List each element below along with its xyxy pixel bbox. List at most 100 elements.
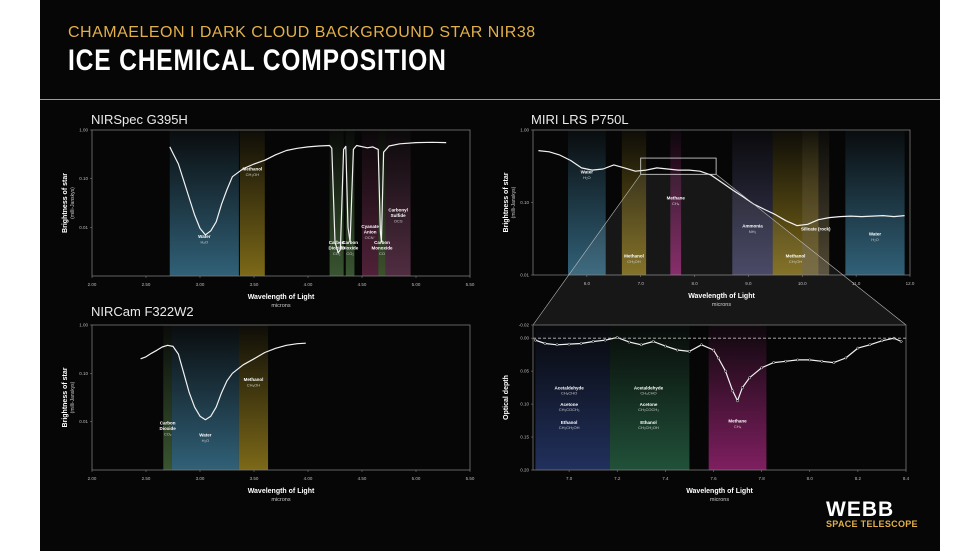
nircam-xtick-label: 2.50 — [142, 476, 151, 481]
zoom-connector-right — [715, 174, 907, 326]
nircam-band-label-1: Water — [199, 433, 212, 438]
optical-data-point — [772, 361, 775, 364]
supertitle: CHAMAELEON I DARK CLOUD BACKGROUND STAR … — [68, 24, 536, 41]
nircam-band-0 — [163, 325, 172, 470]
optical-data-point — [651, 340, 655, 343]
nirspec-band-formula-1: CH₃OH — [246, 172, 260, 177]
nirspec-band-label-6: Carbonyl — [388, 208, 408, 213]
miri-ytick-label: 0.10 — [520, 200, 529, 205]
miri-xtick-label: 9.0 — [745, 281, 752, 286]
miri-ylabel-sub: (milli-Janskys) — [511, 186, 517, 218]
optical-chart: 7.0 7.2 7.4 7.6 7.8 8.0 8.2 8.4 -0.02 0.00 0.05 0.1… — [503, 323, 910, 504]
nirspec-band-formula-0: H₂O — [201, 239, 209, 244]
nircam-xtick-label: 4.00 — [304, 476, 313, 481]
nirspec-xlabel-sub: microns — [271, 303, 291, 309]
miri-band-label-2: Methane — [667, 195, 686, 200]
optical-molecule-label-1: Acetone — [560, 402, 578, 407]
nirspec-band-formula-6: OCS — [394, 219, 403, 224]
nirspec-xtick-label: 4.50 — [358, 282, 367, 287]
optical-data-point — [579, 342, 583, 345]
webb-logo-subtitle: SPACE TELESCOPE — [826, 519, 918, 529]
miri-band-label-1: Methanol — [624, 253, 644, 258]
nircam-xtick-label: 5.50 — [466, 476, 475, 481]
optical-molecule-label-4: Acetone — [640, 402, 658, 407]
miri-xtick-label: 11.0 — [852, 281, 861, 286]
optical-data-point — [664, 344, 667, 348]
zoom-connector-area — [533, 174, 906, 325]
nirspec-chart: 2.00 2.50 3.00 3.50 4.00 4.50 5.00 5.50 1.00 0.10… — [62, 128, 475, 310]
nirspec-xtick-label: 5.00 — [412, 282, 421, 287]
title-divider — [40, 99, 940, 100]
miri-band-formula-4: CH₃OH — [789, 259, 803, 264]
miri-xtick-label: 6.0 — [584, 281, 591, 286]
optical-molecule-formula-1: CH₃COCH₃ — [559, 407, 580, 412]
optical-data-point — [567, 342, 571, 346]
miri-band-label-4: Methanol — [786, 253, 806, 258]
nircam-xtick-label: 2.00 — [88, 476, 97, 481]
miri-ytick-label: 0.01 — [520, 273, 529, 278]
nircam-band-formula-0: CO₂ — [164, 431, 172, 436]
optical-data-point — [627, 340, 631, 344]
nirspec-band-formula-2: CO₂ — [333, 251, 341, 256]
miri-band-formula-6: H₂O — [871, 237, 879, 242]
nirspec-xtick-label: 3.50 — [250, 282, 259, 287]
optical-xlabel: Wavelength of Light — [686, 488, 753, 495]
optical-xtick-label: 7.6 — [710, 476, 717, 481]
optical-data-point — [724, 369, 727, 373]
nirspec-xtick-label: 4.00 — [304, 282, 313, 287]
nircam-ytick-label: 1.00 — [79, 323, 88, 328]
nirspec-ytick-label: 0.01 — [79, 225, 88, 230]
nirspec-band-label-3: Carbon — [342, 240, 358, 245]
nircam-band-formula-2: CH₃OH — [247, 382, 261, 387]
optical-ytick-label: 0.20 — [520, 468, 529, 473]
page-title: ICE CHEMICAL COMPOSITION — [68, 44, 447, 77]
optical-molecule-label-0: Acetaldehyde — [554, 386, 584, 391]
miri-band-label-6: Water — [869, 232, 882, 237]
nircam-band-label-0: Carbon — [160, 420, 176, 425]
optical-ytick-label: 0.10 — [520, 402, 529, 407]
optical-data-point — [899, 340, 903, 343]
optical-xtick-label: 7.8 — [758, 476, 765, 481]
nircam-band-label-2: Methanol — [244, 377, 264, 382]
optical-data-point — [688, 350, 691, 353]
miri-spectrum-line — [538, 150, 905, 227]
nirspec-band-0 — [169, 130, 239, 276]
nirspec-xlabel: Wavelength of Light — [248, 294, 315, 301]
optical-data-point — [741, 386, 744, 389]
nirspec-band-4 — [362, 130, 379, 276]
optical-data-point — [784, 359, 788, 363]
nirspec-band-3 — [345, 130, 355, 276]
optical-band-2 — [708, 325, 767, 470]
nircam-ytick-label: 0.01 — [79, 419, 88, 424]
optical-data-point — [868, 343, 872, 347]
optical-data-point — [748, 376, 751, 380]
optical-data-point — [603, 338, 607, 342]
nircam-plot-frame — [91, 324, 471, 471]
miri-band-5 — [802, 130, 830, 275]
nircam-xlabel: Wavelength of Light — [248, 488, 315, 495]
nircam-xtick-label: 3.50 — [250, 476, 259, 481]
optical-molecule-formula-3: CH₃CHO — [640, 391, 656, 396]
optical-band-0 — [535, 325, 611, 470]
nircam-chart: 2.00 2.50 3.00 3.50 4.00 4.50 5.00 5.50 1.00 0.10… — [62, 323, 475, 504]
nirspec-band-1 — [239, 130, 265, 276]
optical-data-point — [712, 348, 715, 352]
optical-data-point — [731, 389, 735, 393]
miri-band-formula-0: H₂O — [583, 175, 591, 180]
nirspec-band-6 — [385, 130, 411, 276]
nirspec-plot-frame — [91, 129, 471, 277]
optical-xtick-label: 7.4 — [662, 476, 669, 481]
optical-molecule-formula-2: CH₃CH₂OH — [559, 425, 580, 430]
nircam-band-2 — [238, 325, 269, 470]
optical-xtick-label: 8.4 — [903, 476, 910, 481]
miri-xtick-label: 7.0 — [638, 281, 645, 286]
nirspec-band-label-6: Sulfide — [391, 213, 406, 218]
nircam-ytick-label: 0.10 — [79, 371, 88, 376]
nirspec-xtick-label: 5.50 — [466, 282, 475, 287]
nirspec-ylabel: Brightness of star — [62, 173, 69, 233]
miri-xtick-label: 10.0 — [798, 281, 807, 286]
optical-ytick-label: 0.00 — [520, 336, 529, 341]
optical-data-point — [880, 339, 884, 343]
optical-data-point — [676, 348, 679, 352]
